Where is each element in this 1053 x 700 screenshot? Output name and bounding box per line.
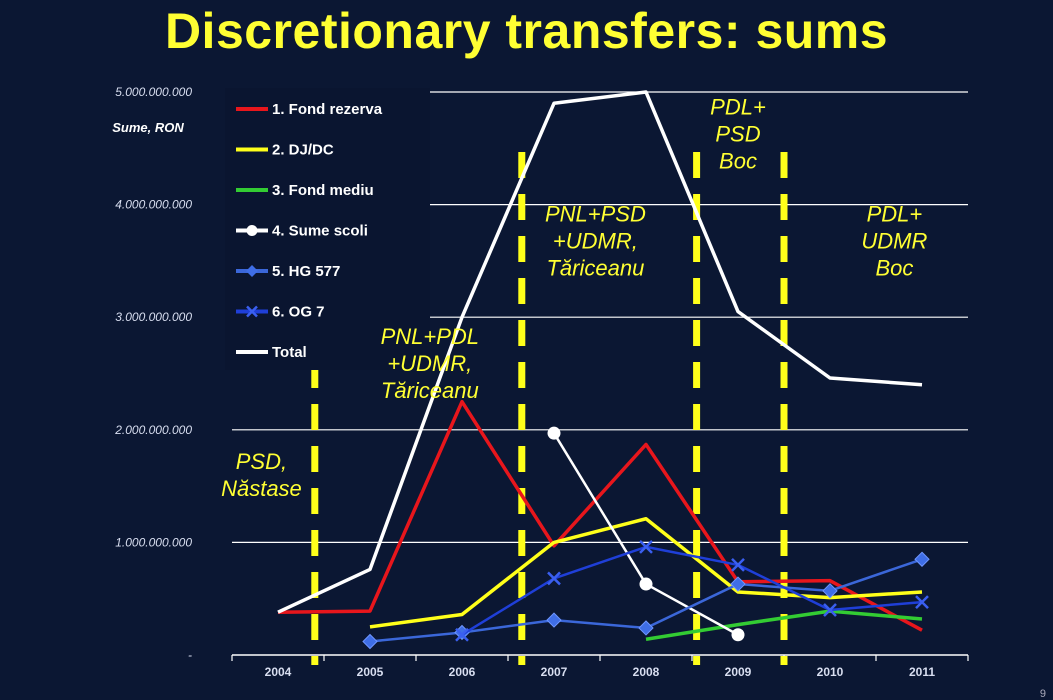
era-annotation-line: PNL+PDL xyxy=(381,324,479,349)
data-point xyxy=(362,633,378,650)
era-annotation-2: PNL+PSD +UDMR, Tăriceanu xyxy=(545,201,646,280)
data-point xyxy=(638,620,654,636)
series-line xyxy=(277,90,923,614)
data-point xyxy=(455,627,469,642)
series-0 xyxy=(277,399,923,632)
era-annotation-line: PDL+ xyxy=(867,201,923,226)
data-point xyxy=(731,628,745,642)
x-tick-label: 2010 xyxy=(817,665,844,679)
x-tick-label: 2007 xyxy=(541,665,568,679)
data-point xyxy=(639,540,653,554)
x-tick-label: 2004 xyxy=(265,665,292,679)
era-annotation-line: Boc xyxy=(875,255,913,280)
era-annotation-line: Tăriceanu xyxy=(546,255,644,280)
series-2 xyxy=(645,609,923,641)
era-annotation-line: PSD xyxy=(715,122,760,147)
x-tick-label: 2006 xyxy=(449,665,476,679)
data-point xyxy=(639,577,653,591)
legend-label: 1. Fond rezerva xyxy=(272,101,383,118)
y-tick-label: 2.000.000.000 xyxy=(114,423,192,437)
legend-label: 3. Fond mediu xyxy=(272,182,374,199)
x-tick-label: 2009 xyxy=(725,665,752,679)
legend-marker xyxy=(246,225,258,236)
x-axis: 2004 2005 2006 2007 2008 2009 2010 2011 xyxy=(231,654,969,679)
era-annotation-line: Tăriceanu xyxy=(381,378,479,403)
series-line xyxy=(645,609,923,641)
legend-label: 6. OG 7 xyxy=(272,304,325,321)
y-tick-label: 5.000.000.000 xyxy=(115,85,192,99)
slide-title: Discretionary transfers: sums xyxy=(164,3,889,59)
y-tick-label: 4.000.000.000 xyxy=(115,198,192,212)
series-line xyxy=(461,545,923,636)
y-axis-label: Sume, RON xyxy=(112,120,184,135)
era-annotation-1: PNL+PDL +UDMR, Tăriceanu xyxy=(381,324,479,403)
series-5 xyxy=(455,540,929,642)
data-point xyxy=(822,583,838,599)
era-annotation-line: PNL+PSD xyxy=(545,201,646,226)
era-annotation-line: Boc xyxy=(719,149,757,174)
x-tick-label: 2008 xyxy=(633,665,660,679)
y-tick-label: 1.000.000.000 xyxy=(115,535,192,549)
data-point xyxy=(914,551,930,567)
data-point xyxy=(547,426,561,440)
era-annotation-line: Năstase xyxy=(221,476,302,501)
legend-marker xyxy=(246,305,258,318)
era-annotation-line: +UDMR, xyxy=(387,351,472,376)
y-tick-label: - xyxy=(188,648,192,662)
era-annotation-line: +UDMR, xyxy=(553,228,638,253)
legend-item-3: 4. Sume scoli xyxy=(236,223,368,240)
data-point xyxy=(731,558,745,572)
legend-item-0: 1. Fond rezerva xyxy=(236,101,383,118)
legend: 1. Fond rezerva 2. DJ/DC 3. Fond mediu 4. S… xyxy=(225,88,430,370)
legend-item-1: 2. DJ/DC xyxy=(236,142,334,159)
era-annotation-0: PSD, Năstase xyxy=(221,449,302,501)
legend-item-5: 6. OG 7 xyxy=(236,304,325,321)
data-point xyxy=(823,603,837,617)
legend-item-4: 5. HG 577 xyxy=(236,263,340,280)
legend-label: 2. DJ/DC xyxy=(272,142,334,159)
legend-label: 5. HG 577 xyxy=(272,263,340,280)
series-4 xyxy=(362,551,930,650)
x-tick-label: 2011 xyxy=(909,665,935,679)
data-point xyxy=(915,595,929,609)
era-annotation-line: PDL+ xyxy=(710,95,766,120)
era-annotation-4: PDL+ UDMR Boc xyxy=(861,201,927,280)
legend-label: Total xyxy=(272,344,307,361)
y-axis: - 1.000.000.000 2.000.000.000 3.000.000.000… xyxy=(112,85,192,662)
series-6 xyxy=(277,90,923,614)
legend-item-6: Total xyxy=(236,344,307,361)
page-number: 9 xyxy=(1040,688,1046,700)
legend-label: 4. Sume scoli xyxy=(272,223,368,240)
data-point xyxy=(546,612,562,628)
x-tick-label: 2005 xyxy=(357,665,384,679)
legend-item-2: 3. Fond mediu xyxy=(236,182,374,199)
series-line xyxy=(277,399,923,632)
series-3 xyxy=(547,426,745,642)
era-annotation-3: PDL+ PSD Boc xyxy=(710,95,766,174)
era-annotation-line: UDMR xyxy=(861,228,927,253)
series-lines xyxy=(277,90,930,650)
y-tick-label: 3.000.000.000 xyxy=(115,310,192,324)
data-point xyxy=(730,576,746,592)
era-annotation-line: PSD, xyxy=(236,449,287,474)
legend-marker xyxy=(246,265,258,277)
data-point xyxy=(547,571,561,586)
